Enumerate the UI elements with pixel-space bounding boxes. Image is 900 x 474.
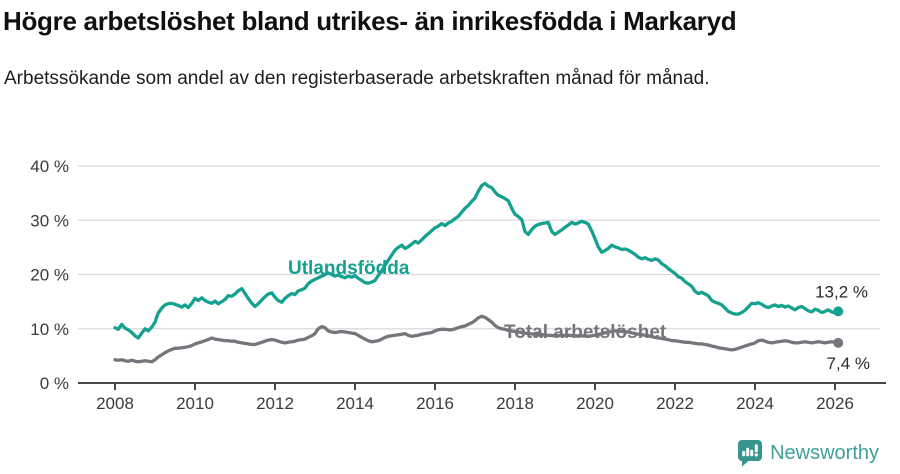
end-value-label-foreign-born: 13,2 % bbox=[815, 282, 868, 301]
x-tick-label: 2020 bbox=[576, 394, 614, 413]
x-tick-label: 2010 bbox=[176, 394, 214, 413]
series-line-total bbox=[113, 314, 840, 364]
series-line-foreign-born bbox=[113, 181, 840, 340]
x-tick-label: 2026 bbox=[816, 394, 854, 413]
bar-icon-tall bbox=[746, 447, 750, 457]
y-tick-label: 0 % bbox=[40, 374, 69, 393]
x-tick-label: 2018 bbox=[496, 394, 534, 413]
exclamation-dot-icon bbox=[754, 453, 758, 457]
y-tick-label: 30 % bbox=[30, 211, 69, 230]
series-label-total: Total arbetslöshet bbox=[504, 322, 667, 343]
x-tick-label: 2014 bbox=[336, 394, 374, 413]
x-tick-label: 2022 bbox=[656, 394, 694, 413]
y-tick-label: 40 % bbox=[30, 157, 69, 176]
newsworthy-logo: Newsworthy bbox=[737, 439, 879, 467]
series-label-foreign-born: Utlandsfödda bbox=[288, 258, 410, 279]
bar-icon-small bbox=[742, 451, 746, 457]
end-value-label-total: 7,4 % bbox=[827, 354, 870, 373]
page-title: Högre arbetslöshet bland utrikes- än inr… bbox=[3, 6, 737, 36]
y-tick-label: 20 % bbox=[30, 266, 69, 285]
newsworthy-logo-text: Newsworthy bbox=[770, 441, 879, 464]
series-end-dot bbox=[833, 306, 844, 317]
newsworthy-logo-icon bbox=[738, 440, 763, 467]
y-tick-label: 10 % bbox=[30, 320, 69, 339]
x-tick-label: 2024 bbox=[736, 394, 774, 413]
unemployment-line-chart: 0 % 10 % 20 % 30 % 40 % 2008 2010 2012 2014 2016 2… bbox=[30, 157, 886, 413]
x-tick-label: 2012 bbox=[256, 394, 294, 413]
speech-bubble-shape bbox=[738, 440, 763, 467]
series-end-dot bbox=[833, 337, 844, 348]
x-tick-label: 2008 bbox=[96, 394, 134, 413]
exclamation-bar-icon bbox=[754, 444, 758, 453]
chart-subtitle: Arbetssökande som andel av den registerb… bbox=[4, 68, 710, 89]
bar-icon-medium bbox=[750, 449, 754, 457]
x-tick-label: 2016 bbox=[416, 394, 454, 413]
